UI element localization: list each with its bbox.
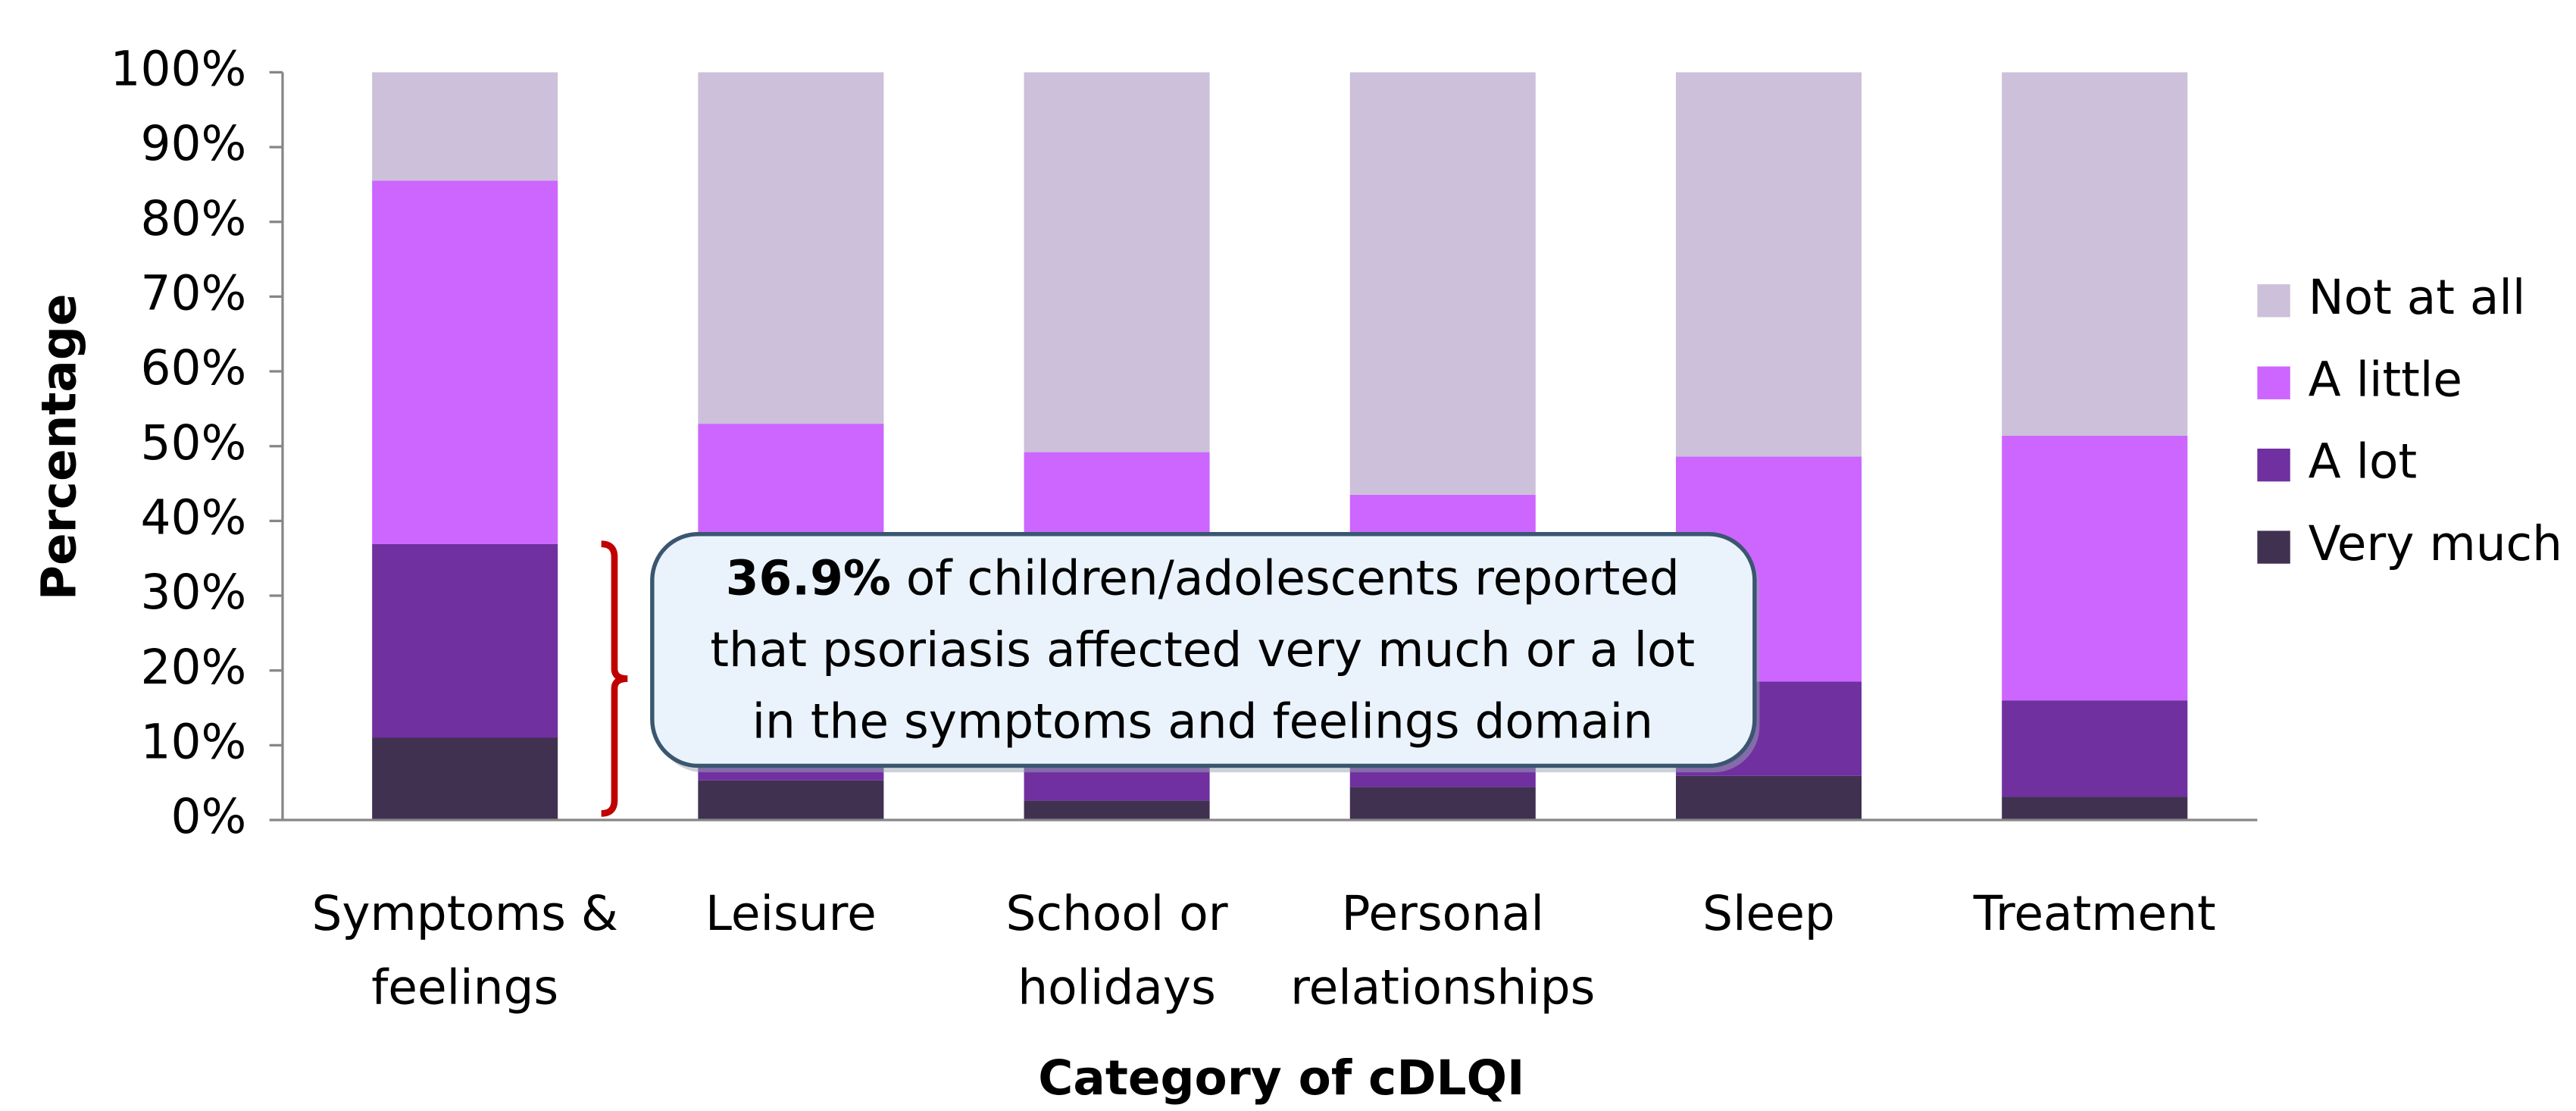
x-tick-label: Leisure xyxy=(705,886,877,941)
x-tick-label: School or holidays xyxy=(1006,886,1228,1016)
legend-swatch xyxy=(2257,448,2290,482)
y-tick-label: 10% xyxy=(141,714,247,769)
legend-swatch xyxy=(2257,284,2290,318)
bar-segment xyxy=(372,543,558,738)
annotation-text: in the symptoms and feelings domain xyxy=(752,693,1653,749)
bar-segment xyxy=(372,180,558,544)
x-tick-label: Personal relationships xyxy=(1290,886,1595,1016)
x-tick-label: Treatment xyxy=(1973,886,2216,941)
legend-label: A little xyxy=(2309,352,2462,407)
bar-segment xyxy=(698,72,884,424)
x-tick-label-line: feelings xyxy=(371,960,558,1016)
y-tick-label: 50% xyxy=(141,415,247,471)
legend-label: Very much xyxy=(2309,516,2562,571)
x-tick-label-line: Symptoms & xyxy=(311,886,617,941)
bar-segment xyxy=(372,737,558,821)
y-tick-label: 90% xyxy=(141,116,247,171)
y-tick-label: 30% xyxy=(141,565,247,620)
y-tick-label: 0% xyxy=(171,789,247,844)
bracket xyxy=(601,540,628,817)
bar-segment xyxy=(2002,435,2188,701)
x-tick-label-line: School or xyxy=(1006,886,1228,941)
bar-segment xyxy=(1349,72,1536,495)
bar-segment xyxy=(2002,796,2188,821)
bar-segment xyxy=(698,780,884,821)
legend-label: Not at all xyxy=(2309,270,2526,325)
bar-segment xyxy=(372,72,558,181)
bar-segment xyxy=(2002,72,2188,436)
x-tick-label-line: Personal xyxy=(1342,886,1544,941)
legend-swatch xyxy=(2257,366,2290,399)
x-tick-label-line: relationships xyxy=(1290,960,1595,1016)
x-tick-label-line: Sleep xyxy=(1702,886,1835,941)
x-tick-label-line: Leisure xyxy=(705,886,877,941)
bar-segment xyxy=(1024,72,1210,452)
legend-label: A lot xyxy=(2309,434,2418,490)
bar-segment xyxy=(1024,800,1210,821)
bar-segment xyxy=(2002,700,2188,797)
bar-segment xyxy=(1675,775,1862,821)
annotation-highlight: 36.9% xyxy=(726,551,891,606)
y-tick-label: 20% xyxy=(141,640,247,695)
annotation-line: in the symptoms and feelings domain xyxy=(752,693,1653,749)
x-axis-title: Category of cDLQI xyxy=(1038,1050,1524,1106)
annotation-line: of children/adolescents reported xyxy=(891,551,1680,606)
bar-segment xyxy=(1349,787,1536,821)
y-tick-label: 60% xyxy=(141,340,247,396)
legend-swatch xyxy=(2257,530,2290,564)
x-tick-label: Symptoms & feelings xyxy=(311,886,617,1016)
annotation-text: that psoriasis affected very much or a l… xyxy=(710,622,1695,678)
annotation-box xyxy=(650,532,1757,768)
x-tick-label: Sleep xyxy=(1702,886,1835,941)
annotation-line: that psoriasis affected very much or a l… xyxy=(710,622,1695,678)
bar-segment xyxy=(1675,72,1862,457)
annotation-text: 36.9% of children/adolescents reported xyxy=(726,551,1680,606)
y-tick-label: 70% xyxy=(141,265,247,321)
y-tick-label: 100% xyxy=(110,41,246,96)
y-tick-label: 40% xyxy=(141,490,247,545)
x-tick-label-line: Treatment xyxy=(1973,886,2216,941)
chart-body: 0% 10% 20% 30% 40% 50% 60% 70% 80% 90% 100% Symptom… xyxy=(31,41,2562,1105)
y-tick-label: 80% xyxy=(141,191,247,246)
y-axis-title: Percentage xyxy=(31,294,86,601)
x-tick-label-line: holidays xyxy=(1018,960,1216,1016)
